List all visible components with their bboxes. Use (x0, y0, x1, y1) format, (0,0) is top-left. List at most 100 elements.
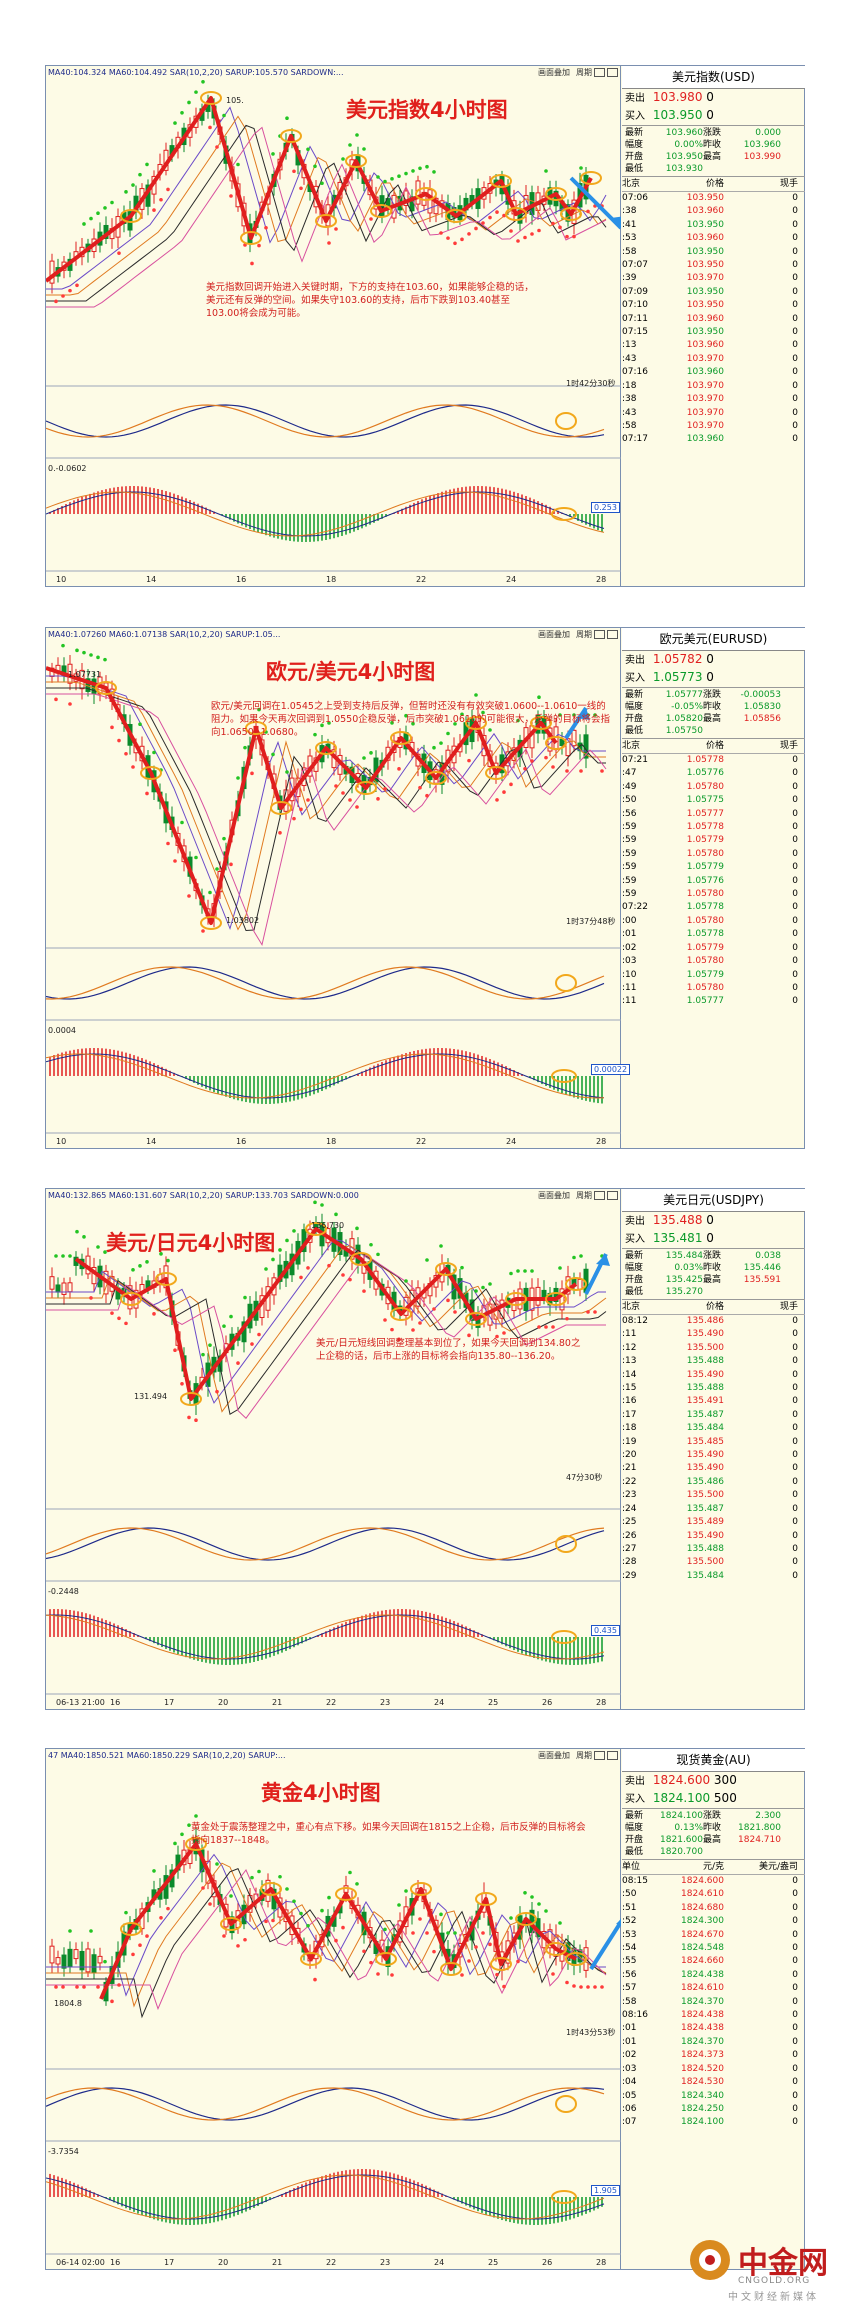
chart-area[interactable]: MA40:132.865 MA60:131.607 SAR(10,2,20) S… (46, 1189, 621, 1709)
macd-axis-label: -3.7354 (48, 2147, 79, 2156)
sar-dot (439, 1912, 443, 1917)
macd-signal-line (46, 491, 605, 537)
sar-dot (355, 805, 359, 809)
tick-list[interactable]: 08:15 1824.600 0:50 1824.610 0:51 1824.680 0:5… (622, 1875, 805, 2130)
x-axis-label: 14 (146, 1137, 157, 1146)
sar-dot (446, 236, 450, 240)
sar-dot (537, 1325, 541, 1329)
stat-label: 涨跌 (703, 690, 722, 700)
x-axis-label: 24 (506, 575, 517, 584)
window-icon[interactable] (607, 630, 618, 639)
sar-dot (173, 1841, 177, 1846)
tick-price: 135.487 (686, 1503, 724, 1514)
sar-dot (579, 166, 583, 170)
tick-price: 1824.530 (681, 2077, 724, 2088)
forecast-arrow-head (616, 1919, 621, 1925)
tick-price: 1.05780 (686, 982, 724, 993)
tick-list[interactable]: 07:21 1.05778 0:47 1.05776 0:49 1.05780 0:50 1.… (622, 754, 805, 1009)
swing-point-marker (440, 1962, 462, 1976)
macd-signal-line (46, 1053, 605, 1099)
moving-average-line (46, 124, 607, 302)
sar-dot (110, 725, 114, 730)
tick-row: 08:16 1824.438 0 (622, 2009, 805, 2022)
x-axis-label: 10 (56, 1137, 67, 1146)
buy-qty: 500 (713, 1791, 737, 1805)
chart-area[interactable]: 47 MA40:1850.521 MA60:1850.229 SAR(10,2,… (46, 1749, 621, 2269)
oscillator-line (46, 966, 605, 1000)
tick-qty: 0 (792, 233, 798, 244)
tick-row: :03 1.05780 0 (622, 955, 805, 968)
window-icon[interactable] (607, 1751, 618, 1760)
moving-average-line (46, 1869, 607, 2011)
period-button[interactable]: 周期 (576, 68, 592, 77)
sar-dot (495, 798, 499, 802)
sar-dot (467, 232, 471, 236)
tick-qty: 0 (792, 2010, 798, 2021)
chart-toolbar: 画面叠加 周期 (532, 1750, 618, 1761)
overlay-button[interactable]: 画面叠加 (538, 68, 570, 77)
sar-dot (208, 1343, 212, 1347)
chart-area[interactable]: MA40:104.324 MA60:104.492 SAR(10,2,20) S… (46, 66, 621, 586)
tick-row: :27 135.488 0 (622, 1543, 805, 1556)
tick-qty: 0 (792, 1570, 798, 1581)
tick-price: 103.970 (686, 353, 724, 364)
window-icon[interactable] (594, 1751, 605, 1760)
tick-list[interactable]: 08:12 135.486 0:11 135.490 0:12 135.500 0:13 13… (622, 1315, 805, 1583)
sar-dot (61, 294, 65, 298)
swing-point-marker (140, 766, 162, 780)
swing-point-marker (120, 1292, 142, 1306)
window-icon[interactable] (594, 1191, 605, 1200)
tick-time: :11 (622, 996, 637, 1007)
tick-list[interactable]: 07:06 103.950 0:38 103.960 0:41 103.950 0:53 10… (622, 192, 805, 447)
tick-price: 1.05778 (686, 902, 724, 913)
stat-label: 涨跌 (703, 128, 722, 138)
window-icon[interactable] (594, 68, 605, 77)
period-button[interactable]: 周期 (576, 1751, 592, 1760)
window-icon[interactable] (607, 68, 618, 77)
window-icon[interactable] (607, 1191, 618, 1200)
tick-price: 1824.680 (681, 1902, 724, 1913)
window-icon[interactable] (594, 630, 605, 639)
swing-point-marker (345, 154, 367, 168)
swing-point-marker (120, 209, 142, 223)
sell-qty: 0 (706, 90, 714, 104)
tick-row: :10 1.05779 0 (622, 969, 805, 982)
chart-area[interactable]: MA40:1.07260 MA60:1.07138 SAR(10,2,20) S… (46, 628, 631, 1148)
sar-dot (579, 1985, 583, 1989)
x-axis-label: 22 (416, 575, 427, 584)
sar-dot (404, 713, 408, 718)
tick-row: 07:17 103.960 0 (622, 433, 805, 446)
overlay-button[interactable]: 画面叠加 (538, 1191, 570, 1200)
candle (175, 1845, 181, 1879)
sar-dot (460, 1973, 464, 1977)
tick-qty: 0 (792, 875, 798, 886)
stat-label: 最新 (625, 690, 644, 700)
stat-label (703, 725, 729, 737)
tick-row: :22 135.486 0 (622, 1476, 805, 1489)
sar-dot (110, 1999, 114, 2004)
tick-price: 1.05780 (686, 848, 724, 859)
sar-dot (460, 712, 464, 717)
sar-dot (180, 110, 184, 115)
period-button[interactable]: 周期 (576, 630, 592, 639)
swing-point-marker (580, 171, 602, 185)
tick-row: :50 1824.610 0 (622, 1888, 805, 1901)
tick-row: :59 1.05776 0 (622, 875, 805, 888)
sar-dot (397, 174, 401, 178)
tick-price: 1.05780 (686, 956, 724, 967)
sar-dot (173, 1348, 177, 1352)
tick-time: :58 (622, 420, 637, 431)
tick-time: :23 (622, 1490, 637, 1501)
sar-dot (530, 759, 534, 763)
tick-row: :01 1824.438 0 (622, 2022, 805, 2035)
period-button[interactable]: 周期 (576, 1191, 592, 1200)
sell-row: 卖出 1824.600 300 (625, 1773, 737, 1787)
overlay-button[interactable]: 画面叠加 (538, 630, 570, 639)
sar-dot (432, 745, 436, 750)
overlay-button[interactable]: 画面叠加 (538, 1751, 570, 1760)
sar-dot (257, 243, 261, 248)
stat-label: 涨跌 (703, 1811, 722, 1821)
swing-point-marker (530, 716, 552, 730)
x-axis-label: 20 (218, 1698, 229, 1707)
tick-time: :56 (622, 1969, 637, 1980)
